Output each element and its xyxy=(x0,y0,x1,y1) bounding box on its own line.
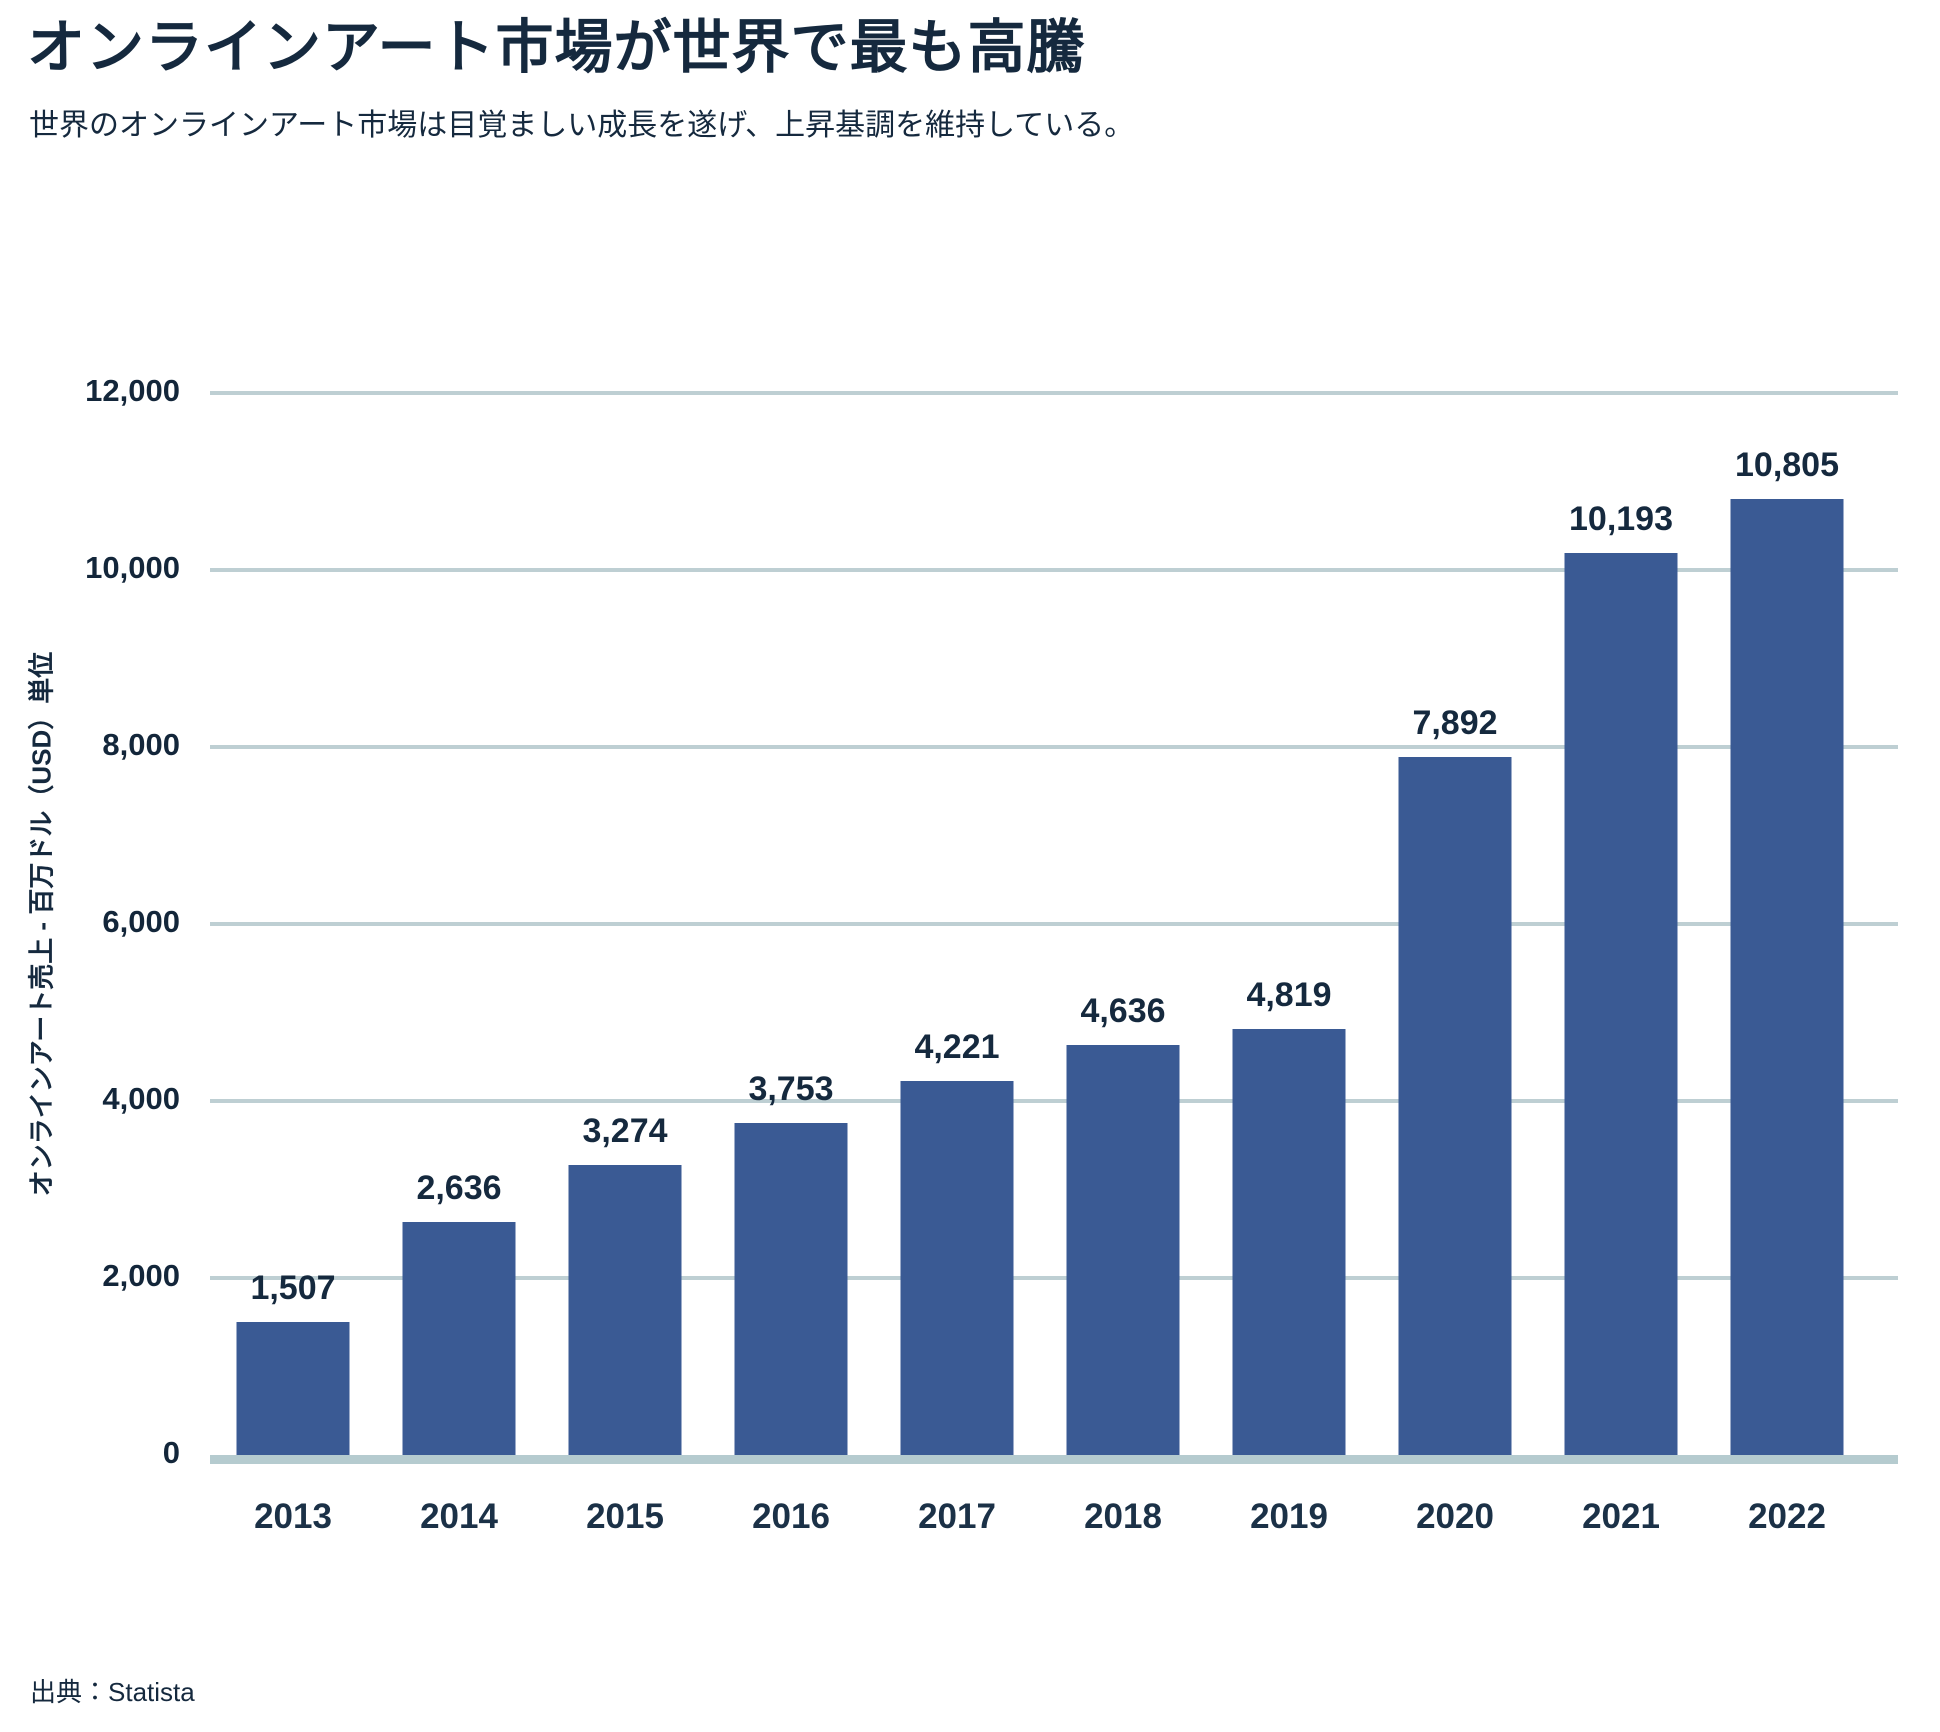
x-tick-label-2019: 2019 xyxy=(1250,1497,1328,1536)
bar-slot-2019: 4,819 2019 xyxy=(1206,393,1372,1536)
gridline-2000 xyxy=(210,1276,1898,1281)
gridline-6000 xyxy=(210,922,1898,926)
x-tick-label-2017: 2017 xyxy=(918,1497,996,1536)
bar-2014 xyxy=(402,1221,516,1455)
y-tick-label-10000: 10,000 xyxy=(85,550,180,585)
bar-slot-2015: 3,274 2015 xyxy=(542,393,708,1536)
bar-value-label-2021: 10,193 xyxy=(1569,499,1673,538)
bar-slot-2013: 1,507 2013 xyxy=(210,393,376,1536)
bar-slot-2017: 4,221 2017 xyxy=(874,393,1040,1536)
x-tick-label-2014: 2014 xyxy=(420,1497,498,1536)
y-tick-label-6000: 6,000 xyxy=(102,904,180,939)
source-note: 出典：Statista xyxy=(30,1677,195,1707)
bar-value-label-2018: 4,636 xyxy=(1080,991,1166,1030)
bar-slot-2022: 10,805 2022 xyxy=(1704,393,1870,1536)
bar-slot-2021: 10,193 2021 xyxy=(1538,393,1704,1536)
bar-2017 xyxy=(900,1081,1014,1455)
bar-value-label-2014: 2,636 xyxy=(416,1168,502,1207)
bar-value-label-2022: 10,805 xyxy=(1735,445,1839,484)
bar-2015 xyxy=(568,1165,682,1455)
bar-slot-2016: 3,753 2016 xyxy=(708,393,874,1536)
bars-row: 1,507 2013 2,636 2014 3,274 2015 3,753 2016 4,22… xyxy=(210,393,1870,1536)
bar-2013 xyxy=(236,1321,350,1455)
bar-slot-2020: 7,892 2020 xyxy=(1372,393,1538,1536)
gridline-4000 xyxy=(210,1099,1898,1104)
y-tick-label-12000: 12,000 xyxy=(85,373,180,408)
y-tick-label-8000: 8,000 xyxy=(102,727,180,763)
bar-value-label-2017: 4,221 xyxy=(914,1028,1000,1067)
x-tick-label-2018: 2018 xyxy=(1084,1497,1162,1536)
plot-area: 0 2,000 4,000 6,000 8,000 10,000 12,000 1,507 20… xyxy=(85,373,1898,1536)
x-tick-label-2021: 2021 xyxy=(1582,1497,1660,1536)
chart-title: オンラインアート市場が世界で最も高騰 xyxy=(27,15,1086,80)
bar-slot-2018: 4,636 2018 xyxy=(1040,393,1206,1536)
gridline-8000 xyxy=(210,745,1898,750)
bar-2019 xyxy=(1232,1028,1346,1455)
y-tick-label-4000: 4,000 xyxy=(102,1081,180,1117)
bar-value-label-2016: 3,753 xyxy=(748,1069,834,1108)
x-axis-baseline xyxy=(210,1455,1898,1464)
x-tick-label-2015: 2015 xyxy=(586,1497,664,1536)
bar-2022 xyxy=(1730,498,1844,1455)
bar-2016 xyxy=(734,1122,848,1455)
bar-value-label-2015: 3,274 xyxy=(582,1112,668,1151)
chart-subtitle: 世界のオンラインアート市場は目覚ましい成長を遂げ、上昇基調を維持している。 xyxy=(29,109,1135,142)
x-tick-label-2022: 2022 xyxy=(1748,1497,1826,1536)
x-tick-label-2013: 2013 xyxy=(254,1497,332,1536)
y-tick-label-2000: 2,000 xyxy=(102,1258,180,1294)
gridline-12000 xyxy=(210,391,1898,395)
bar-value-label-2013: 1,507 xyxy=(250,1268,336,1307)
bar-value-label-2020: 7,892 xyxy=(1412,703,1498,742)
bar-value-label-2019: 4,819 xyxy=(1246,975,1332,1014)
gridline-10000 xyxy=(210,568,1898,572)
x-tick-label-2020: 2020 xyxy=(1416,1497,1494,1536)
x-tick-label-2016: 2016 xyxy=(752,1497,830,1536)
bar-2018 xyxy=(1066,1044,1180,1455)
y-tick-label-0: 0 xyxy=(162,1435,180,1470)
bar-2021 xyxy=(1564,552,1678,1455)
bar-slot-2014: 2,636 2014 xyxy=(376,393,542,1536)
bar-2020 xyxy=(1398,756,1512,1455)
